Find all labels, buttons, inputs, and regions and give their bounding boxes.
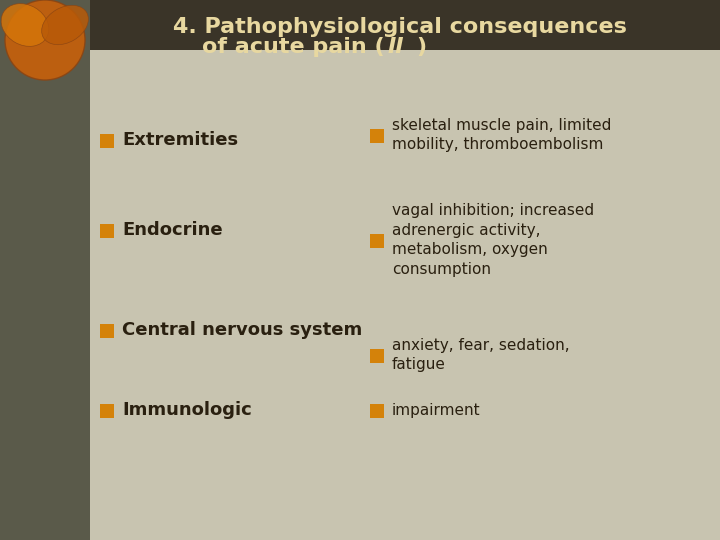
Text: Extremities: Extremities	[122, 131, 238, 149]
FancyBboxPatch shape	[100, 404, 114, 418]
Text: 4. Pathophysiological consequences: 4. Pathophysiological consequences	[173, 17, 627, 37]
FancyBboxPatch shape	[370, 234, 384, 248]
FancyBboxPatch shape	[100, 134, 114, 148]
Text: II: II	[388, 37, 405, 57]
Ellipse shape	[42, 5, 89, 45]
FancyBboxPatch shape	[370, 129, 384, 143]
Text: Immunologic: Immunologic	[122, 401, 252, 419]
Text: vagal inhibition; increased
adrenergic activity,
metabolism, oxygen
consumption: vagal inhibition; increased adrenergic a…	[392, 203, 594, 277]
Text: ): )	[416, 37, 426, 57]
FancyBboxPatch shape	[100, 324, 114, 338]
FancyBboxPatch shape	[0, 0, 90, 540]
Ellipse shape	[1, 4, 49, 46]
Text: Endocrine: Endocrine	[122, 221, 222, 239]
Text: Central nervous system: Central nervous system	[122, 321, 362, 339]
FancyBboxPatch shape	[370, 349, 384, 363]
Text: skeletal muscle pain, limited
mobility, thromboembolism: skeletal muscle pain, limited mobility, …	[392, 118, 611, 152]
Text: of acute pain (: of acute pain (	[202, 37, 385, 57]
Text: anxiety, fear, sedation,
fatigue: anxiety, fear, sedation, fatigue	[392, 338, 570, 373]
FancyBboxPatch shape	[100, 224, 114, 238]
Ellipse shape	[5, 0, 85, 80]
FancyBboxPatch shape	[0, 0, 720, 50]
Text: impairment: impairment	[392, 402, 481, 417]
FancyBboxPatch shape	[370, 404, 384, 418]
